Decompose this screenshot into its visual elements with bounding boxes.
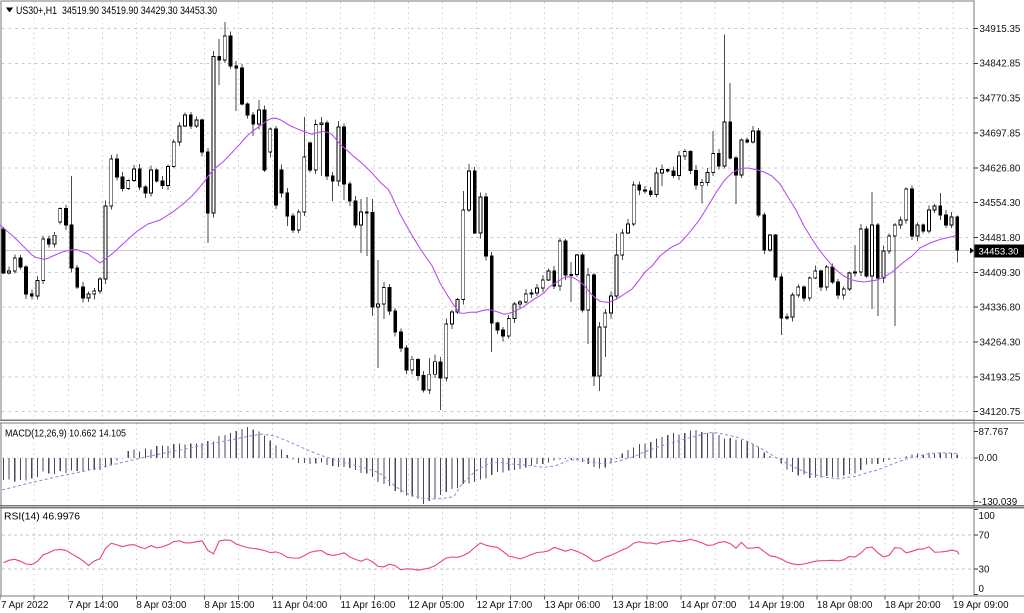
svg-text:34915.35: 34915.35 <box>980 24 1021 35</box>
svg-text:34842.85: 34842.85 <box>980 59 1021 70</box>
svg-text:12 Apr 17:00: 12 Apr 17:00 <box>477 600 533 611</box>
svg-text:87.767: 87.767 <box>979 427 1009 438</box>
svg-text:30: 30 <box>979 564 990 575</box>
svg-text:14 Apr 19:00: 14 Apr 19:00 <box>749 600 805 611</box>
svg-text:100: 100 <box>979 511 996 522</box>
svg-text:0: 0 <box>979 584 985 595</box>
svg-text:14 Apr 07:00: 14 Apr 07:00 <box>681 600 737 611</box>
svg-text:RSI(14) 46.9976: RSI(14) 46.9976 <box>4 512 80 523</box>
svg-text:34481.80: 34481.80 <box>980 233 1021 244</box>
svg-text:0.00: 0.00 <box>979 453 999 464</box>
svg-text:18 Apr 08:00: 18 Apr 08:00 <box>817 600 873 611</box>
svg-text:11 Apr 16:00: 11 Apr 16:00 <box>341 600 396 611</box>
svg-text:7 Apr 2022: 7 Apr 2022 <box>1 600 48 611</box>
svg-text:34554.30: 34554.30 <box>980 198 1021 209</box>
svg-text:34336.80: 34336.80 <box>980 303 1021 314</box>
svg-text:18 Apr 20:00: 18 Apr 20:00 <box>885 600 941 611</box>
svg-text:34264.30: 34264.30 <box>980 338 1021 349</box>
svg-text:70: 70 <box>979 530 990 541</box>
svg-text:11 Apr 04:00: 11 Apr 04:00 <box>272 600 327 611</box>
svg-text:12 Apr 05:00: 12 Apr 05:00 <box>409 600 465 611</box>
svg-text:34697.85: 34697.85 <box>980 128 1021 139</box>
svg-text:19 Apr 09:00: 19 Apr 09:00 <box>953 600 1009 611</box>
svg-text:-130.039: -130.039 <box>979 497 1018 508</box>
svg-text:8 Apr 15:00: 8 Apr 15:00 <box>204 600 255 611</box>
svg-text:34193.25: 34193.25 <box>980 372 1021 383</box>
svg-text:34120.75: 34120.75 <box>980 407 1021 418</box>
svg-text:13 Apr 18:00: 13 Apr 18:00 <box>613 600 669 611</box>
svg-text:34409.30: 34409.30 <box>980 268 1021 279</box>
svg-text:MACD(12,26,9) 10.662 14.105: MACD(12,26,9) 10.662 14.105 <box>5 429 126 440</box>
svg-text:13 Apr 06:00: 13 Apr 06:00 <box>545 600 601 611</box>
svg-text:US30+,H1 34519.90 34519.90 34: US30+,H1 34519.90 34519.90 34429.30 3445… <box>16 5 217 17</box>
svg-text:34770.35: 34770.35 <box>980 94 1021 105</box>
svg-text:34453.30: 34453.30 <box>979 246 1019 257</box>
svg-text:8 Apr 03:00: 8 Apr 03:00 <box>136 600 187 611</box>
svg-text:34626.80: 34626.80 <box>980 163 1021 174</box>
svg-text:7 Apr 14:00: 7 Apr 14:00 <box>68 600 119 611</box>
